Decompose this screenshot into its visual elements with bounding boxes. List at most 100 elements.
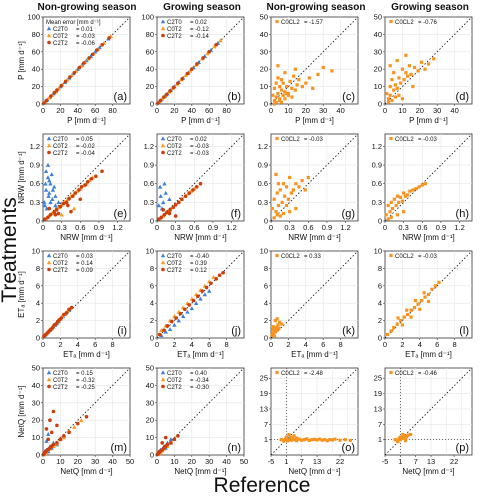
data-point xyxy=(409,315,413,319)
y-tick-label: 0 xyxy=(150,334,154,343)
data-point xyxy=(165,324,170,328)
data-point xyxy=(292,74,296,78)
x-tick-label: 20 xyxy=(170,106,178,115)
data-point xyxy=(385,91,389,96)
data-point xyxy=(423,182,427,186)
y-tick-label: 50 xyxy=(260,13,268,22)
data-point xyxy=(156,203,162,208)
y-tick-label: 8 xyxy=(36,264,40,273)
y-tick-label: 50 xyxy=(32,364,40,373)
y-tick-label: 0.3 xyxy=(372,198,382,207)
data-point xyxy=(78,197,83,202)
data-point xyxy=(323,438,327,442)
data-point xyxy=(402,315,406,319)
data-point xyxy=(83,183,88,187)
data-point xyxy=(386,332,390,337)
data-point xyxy=(275,191,279,195)
data-point xyxy=(50,187,56,192)
data-point xyxy=(46,377,52,382)
y-tick-label: 13 xyxy=(260,404,268,413)
x-axis-label: P [mm d⁻¹] xyxy=(181,116,220,125)
data-point xyxy=(156,101,160,105)
data-point xyxy=(289,436,294,440)
y-tick-label: 20 xyxy=(32,416,40,425)
data-point xyxy=(295,83,299,87)
y-tick-label: 80 xyxy=(32,30,40,39)
data-point xyxy=(397,93,401,97)
data-point xyxy=(160,136,166,141)
panel-letter: (c) xyxy=(342,91,355,103)
data-point xyxy=(395,213,400,217)
data-point xyxy=(389,329,393,333)
data-point xyxy=(394,203,398,208)
y-tick-label: 0.6 xyxy=(372,179,382,188)
x-tick-label: 1.2 xyxy=(340,223,350,232)
y-tick-label: 0.9 xyxy=(258,161,268,170)
data-point xyxy=(54,322,58,326)
data-point xyxy=(283,194,287,198)
data-point xyxy=(399,81,403,85)
y-tick-label: 0 xyxy=(378,217,382,226)
x-tick-label: 40 xyxy=(450,106,458,115)
data-point xyxy=(392,325,396,330)
data-point xyxy=(271,331,275,335)
x-tick-label: 0.3 xyxy=(56,223,66,232)
data-point xyxy=(66,203,70,208)
one-to-one-line xyxy=(156,367,245,456)
data-point xyxy=(275,370,279,375)
data-point xyxy=(72,424,77,429)
legend-entry: C2T0 xyxy=(167,137,182,143)
data-point xyxy=(209,281,213,285)
data-point xyxy=(274,172,278,176)
y-tick-label: 0 xyxy=(36,334,40,343)
x-tick-label: 0.9 xyxy=(436,223,446,232)
data-point xyxy=(274,100,278,104)
legend-value: = -0.03 xyxy=(304,137,324,143)
data-point xyxy=(393,438,397,442)
x-tick-label: 40 xyxy=(74,106,82,115)
data-point xyxy=(47,206,52,211)
x-tick-label: 6 xyxy=(207,340,211,349)
legend-value: = -0.03 xyxy=(190,151,210,157)
x-tick-label: 6 xyxy=(435,340,439,349)
data-point xyxy=(161,33,165,38)
data-point xyxy=(293,88,297,92)
y-tick-label: 30 xyxy=(32,398,40,407)
data-point xyxy=(316,72,320,77)
y-tick-label: 0 xyxy=(36,100,40,109)
data-point xyxy=(276,182,281,186)
data-point xyxy=(401,436,405,440)
legend-value: = -0.03 xyxy=(76,34,96,40)
x-tick-label: 7 xyxy=(414,457,418,466)
data-point xyxy=(279,438,283,442)
x-axis-label: NetQ [mm d⁻¹] xyxy=(174,467,226,476)
x-tick-label: 0.6 xyxy=(75,223,85,232)
x-tick-label: 40 xyxy=(222,457,230,466)
data-point xyxy=(58,204,63,209)
x-tick-label: 4 xyxy=(418,340,422,349)
legend-entry: C0CL2 xyxy=(281,254,300,260)
data-point xyxy=(343,438,347,442)
data-point xyxy=(46,253,52,258)
data-point xyxy=(77,65,82,70)
y-tick-label: 1 xyxy=(264,435,268,444)
x-tick-label: 0 xyxy=(41,340,45,349)
data-point xyxy=(176,318,181,323)
y-tick-label: 1.2 xyxy=(372,142,382,151)
data-point xyxy=(392,71,396,75)
data-point xyxy=(162,212,167,217)
figure-ylabel: Treatments xyxy=(0,197,21,302)
one-to-one-line xyxy=(42,16,131,105)
x-tick-label: 60 xyxy=(91,106,99,115)
data-point xyxy=(46,193,51,198)
data-point xyxy=(333,437,337,441)
legend-entry: C2T0 xyxy=(53,27,68,33)
x-tick-label: 4 xyxy=(190,340,194,349)
legend-entry: C2T0 xyxy=(167,254,182,260)
data-point xyxy=(426,299,431,304)
y-tick-label: 0 xyxy=(264,334,268,343)
data-point xyxy=(404,71,408,75)
data-point xyxy=(384,213,388,217)
data-point xyxy=(43,217,47,221)
